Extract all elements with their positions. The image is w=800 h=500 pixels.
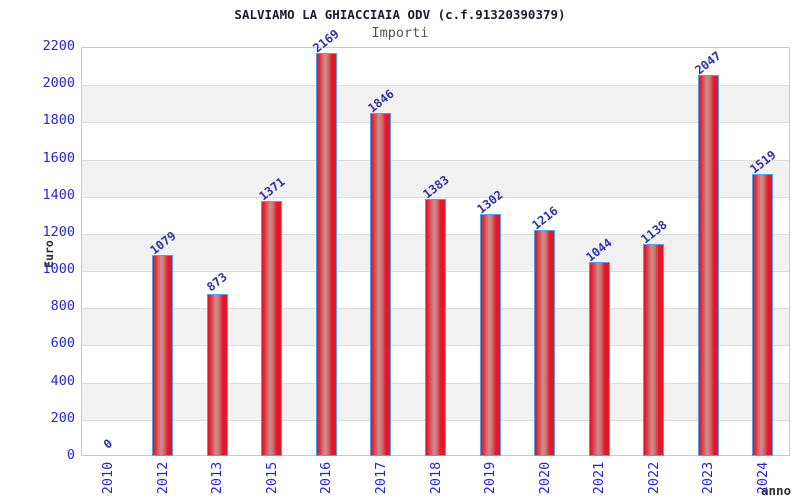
gridline bbox=[82, 122, 789, 123]
y-tick-label: 1800 bbox=[42, 112, 75, 129]
x-tick-label: 2013 bbox=[209, 461, 226, 495]
y-tick-label: 2200 bbox=[42, 38, 75, 54]
bar bbox=[315, 52, 337, 456]
gridline bbox=[82, 85, 789, 86]
x-tick-label: 2020 bbox=[536, 461, 553, 495]
bar bbox=[479, 213, 501, 456]
gridline bbox=[82, 160, 789, 161]
bar-value-label: 1302 bbox=[474, 187, 506, 217]
plot-layer: 0 200 400 600 800 1000 1200 1400 1600 1800 2000 220… bbox=[42, 26, 790, 494]
bar-value-label: 873 bbox=[204, 269, 231, 294]
bar bbox=[752, 173, 774, 456]
x-tick-label: 2019 bbox=[482, 461, 499, 495]
y-tick-label: 2000 bbox=[42, 75, 75, 92]
bar bbox=[643, 244, 665, 456]
bar-value-label: 1846 bbox=[365, 86, 397, 116]
gridline bbox=[82, 197, 789, 198]
x-axis-label: anno bbox=[761, 483, 792, 498]
bar-value-label: 2047 bbox=[692, 49, 724, 78]
bar-value-label: 1371 bbox=[256, 174, 288, 204]
bar bbox=[370, 112, 392, 456]
x-tick-label: 2022 bbox=[645, 461, 662, 495]
plot-band bbox=[82, 159, 789, 197]
bar bbox=[152, 255, 174, 456]
bar bbox=[697, 75, 719, 456]
y-tick-label: 1600 bbox=[42, 149, 75, 166]
y-tick-label: 0 bbox=[66, 447, 75, 463]
x-tick-label: 2024 bbox=[754, 461, 771, 495]
x-tick-label: 2016 bbox=[318, 461, 335, 495]
y-tick-label: 200 bbox=[50, 409, 75, 426]
chart-title: SALVIAMO LA GHIACCIAIA ODV (c.f.91320390… bbox=[234, 7, 566, 22]
plot-band bbox=[82, 85, 789, 123]
x-tick-label: 2021 bbox=[591, 461, 608, 495]
bar-value-label: 1079 bbox=[147, 228, 179, 258]
x-tick-label: 2015 bbox=[263, 461, 280, 495]
bar bbox=[206, 293, 228, 456]
x-tick-label: 2017 bbox=[372, 461, 389, 495]
y-tick-label: 1000 bbox=[42, 261, 75, 278]
y-tick-label: 1200 bbox=[42, 223, 75, 240]
bar-value-label: 1216 bbox=[528, 203, 561, 233]
bar bbox=[534, 229, 556, 456]
bar-value-label: 1383 bbox=[419, 172, 452, 202]
bar-value-label: 1519 bbox=[747, 147, 779, 177]
x-tick-label: 2012 bbox=[154, 461, 171, 495]
x-tick-label: 2010 bbox=[100, 461, 117, 495]
y-tick-label: 1400 bbox=[42, 186, 75, 203]
bar bbox=[588, 261, 610, 456]
x-tick-label: 2023 bbox=[700, 461, 717, 495]
bar-value-label: 1138 bbox=[637, 218, 670, 247]
chart-subtitle: Importi bbox=[371, 25, 429, 41]
bar-value-label: 0 bbox=[101, 436, 116, 452]
x-tick-label: 2018 bbox=[427, 461, 444, 495]
y-tick-label: 600 bbox=[50, 335, 75, 352]
bar-value-label: 1044 bbox=[583, 235, 615, 265]
y-tick-label: 400 bbox=[50, 372, 75, 389]
bar bbox=[425, 198, 446, 456]
y-tick-label: 800 bbox=[50, 298, 75, 315]
bar bbox=[261, 201, 283, 456]
